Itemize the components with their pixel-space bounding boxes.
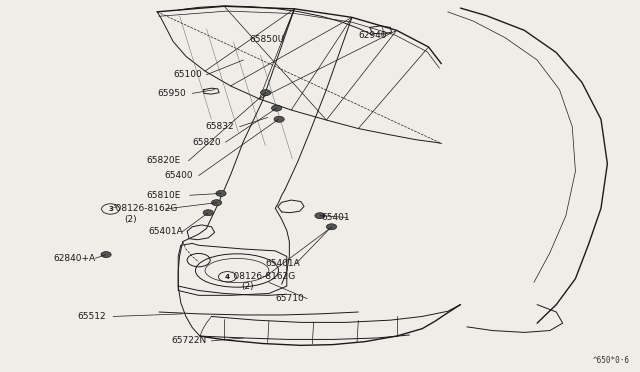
Text: (2): (2) xyxy=(125,215,137,224)
Text: 4: 4 xyxy=(225,274,230,280)
Circle shape xyxy=(260,90,271,96)
Text: 65401A: 65401A xyxy=(266,259,300,268)
Text: 65710: 65710 xyxy=(275,294,304,303)
Circle shape xyxy=(326,224,337,230)
Text: 65400: 65400 xyxy=(164,171,193,180)
Text: 65820E: 65820E xyxy=(147,156,180,165)
Circle shape xyxy=(211,200,221,206)
Text: ´08126-8162G: ´08126-8162G xyxy=(229,272,296,281)
Circle shape xyxy=(203,210,213,216)
Text: 62840+A: 62840+A xyxy=(53,254,95,263)
Text: 65810E: 65810E xyxy=(147,191,180,200)
Text: 65512: 65512 xyxy=(77,312,106,321)
Circle shape xyxy=(315,213,325,219)
Circle shape xyxy=(271,105,282,111)
Text: 65401: 65401 xyxy=(321,213,350,222)
Text: 65850U: 65850U xyxy=(250,35,285,44)
Text: 62940: 62940 xyxy=(358,31,387,41)
Text: 65100: 65100 xyxy=(173,70,202,79)
Text: 65722N: 65722N xyxy=(172,336,207,346)
Text: ³08126-8162G: ³08126-8162G xyxy=(113,205,178,214)
Circle shape xyxy=(274,116,284,122)
Text: 3: 3 xyxy=(108,206,113,212)
Text: 65832: 65832 xyxy=(205,122,234,131)
Text: ^650*0·6: ^650*0·6 xyxy=(593,356,630,365)
Circle shape xyxy=(216,190,226,196)
Circle shape xyxy=(101,251,111,257)
Text: (2): (2) xyxy=(241,282,253,291)
Text: 65820: 65820 xyxy=(192,138,221,147)
Text: 65401A: 65401A xyxy=(149,227,184,237)
Text: 65950: 65950 xyxy=(157,89,186,98)
